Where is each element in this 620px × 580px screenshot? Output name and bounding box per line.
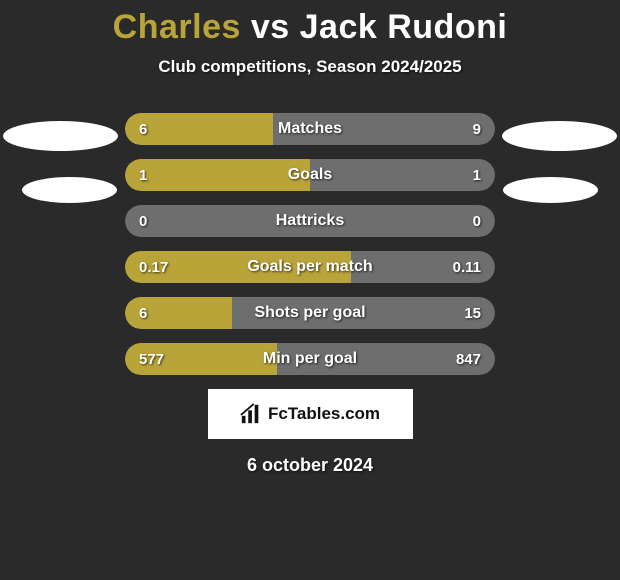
date-label: 6 october 2024 bbox=[0, 455, 620, 476]
player1-name: Charles bbox=[113, 8, 241, 46]
logo-text: FcTables.com bbox=[268, 404, 380, 424]
stat-bar: 615Shots per goal bbox=[125, 297, 495, 329]
decor-oval-bottom-left bbox=[22, 177, 117, 203]
stat-label: Min per goal bbox=[125, 343, 495, 375]
stat-label: Matches bbox=[125, 113, 495, 145]
vs-text: vs bbox=[251, 8, 290, 46]
stat-label: Goals bbox=[125, 159, 495, 191]
stat-bar: 577847Min per goal bbox=[125, 343, 495, 375]
stat-label: Shots per goal bbox=[125, 297, 495, 329]
subtitle: Club competitions, Season 2024/2025 bbox=[0, 57, 620, 77]
player2-name: Jack Rudoni bbox=[300, 8, 508, 46]
stat-bar: 0.170.11Goals per match bbox=[125, 251, 495, 283]
decor-oval-top-left bbox=[3, 121, 118, 151]
decor-oval-bottom-right bbox=[503, 177, 598, 203]
decor-oval-top-right bbox=[502, 121, 617, 151]
stat-label: Goals per match bbox=[125, 251, 495, 283]
stat-label: Hattricks bbox=[125, 205, 495, 237]
logo-box[interactable]: FcTables.com bbox=[208, 389, 413, 439]
stat-bar: 69Matches bbox=[125, 113, 495, 145]
comparison-title: Charles vs Jack Rudoni bbox=[0, 0, 620, 47]
bar-chart-icon bbox=[240, 403, 262, 425]
stat-bar: 11Goals bbox=[125, 159, 495, 191]
stats-bars-container: 69Matches 11Goals 00Hattricks 0.170.11Goals… bbox=[0, 113, 620, 375]
stat-bar: 00Hattricks bbox=[125, 205, 495, 237]
